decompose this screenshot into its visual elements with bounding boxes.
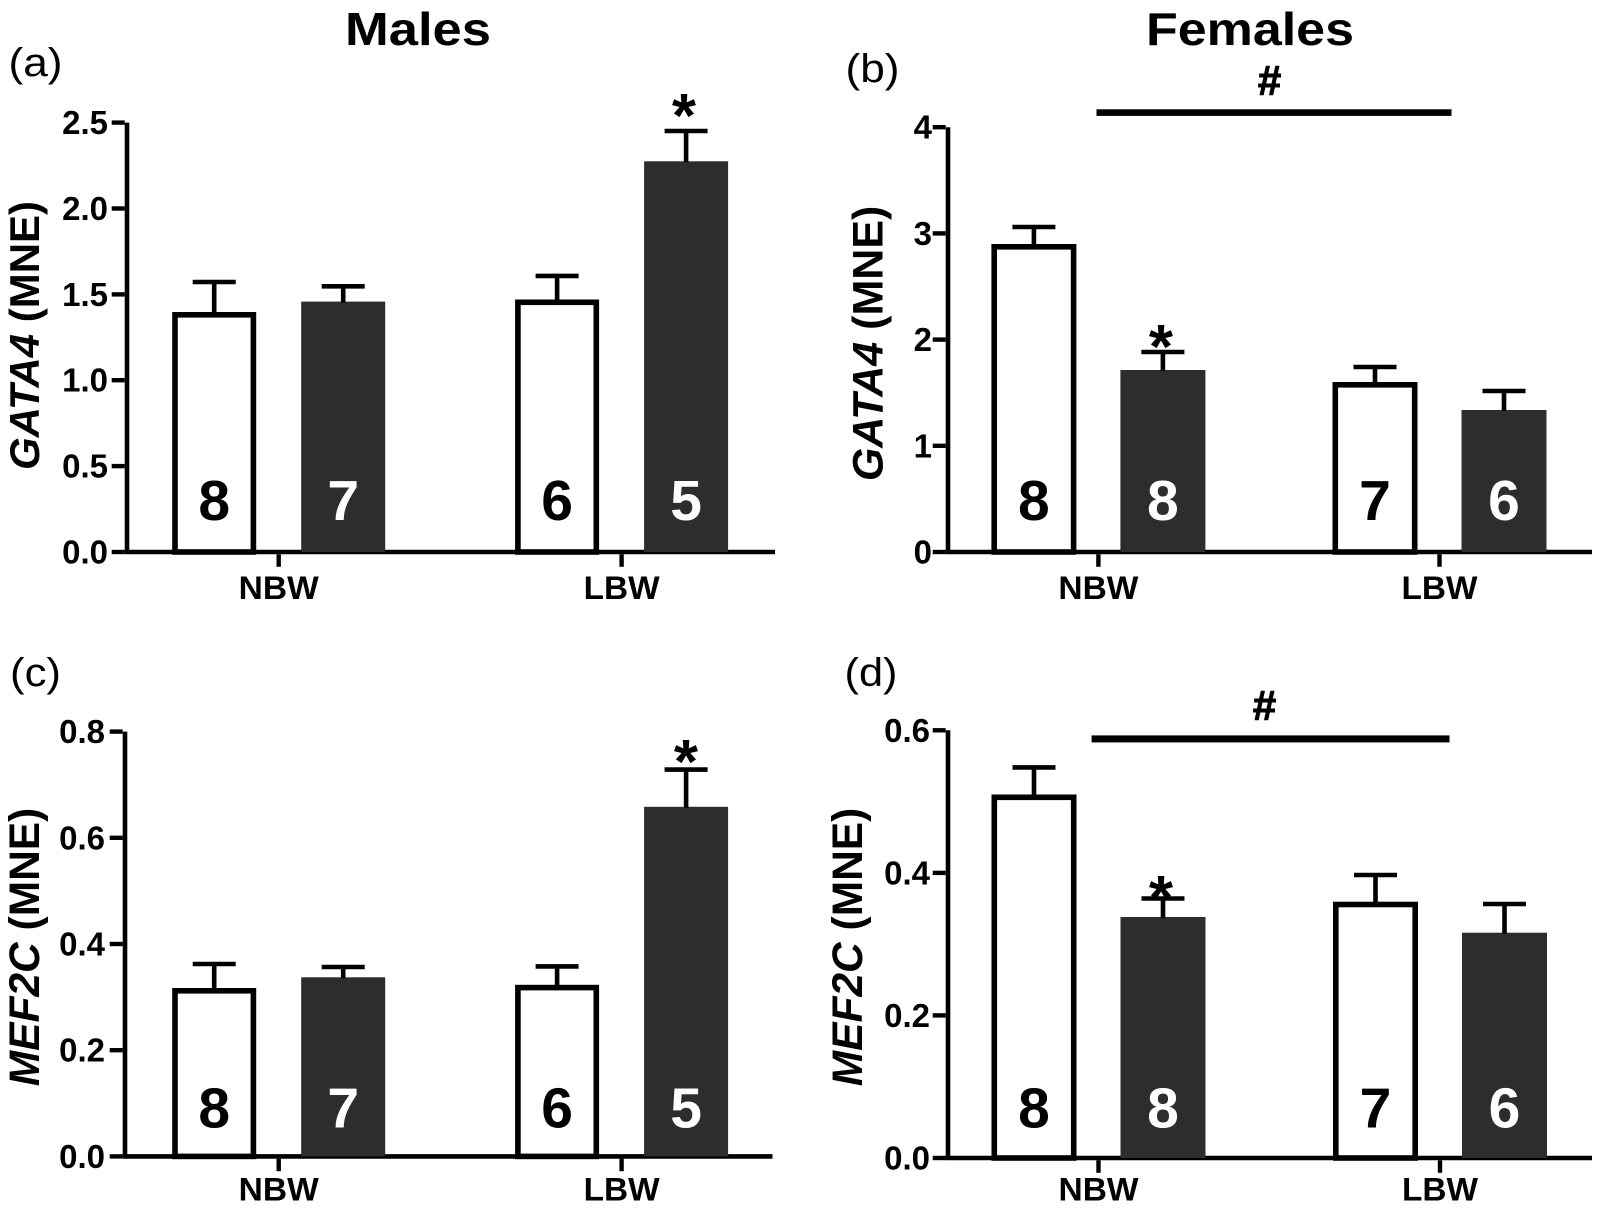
svg-text:0.2: 0.2	[884, 997, 930, 1034]
svg-text:3: 3	[914, 215, 932, 252]
svg-text:1.0: 1.0	[62, 362, 108, 399]
svg-text:7: 7	[327, 469, 359, 533]
svg-text:NBW: NBW	[239, 570, 320, 606]
svg-text:8: 8	[1147, 1077, 1179, 1141]
svg-text:#: #	[1253, 682, 1276, 729]
svg-text:0.0: 0.0	[59, 1138, 105, 1175]
svg-text:2.5: 2.5	[62, 104, 108, 141]
svg-text:0.4: 0.4	[59, 926, 106, 963]
svg-text:GATA4 (MNE): GATA4 (MNE)	[845, 206, 893, 482]
svg-text:(a): (a)	[9, 41, 63, 85]
svg-text:2: 2	[914, 321, 932, 358]
svg-text:(c): (c)	[10, 651, 61, 695]
svg-text:NBW: NBW	[239, 1172, 320, 1208]
svg-text:8: 8	[1018, 469, 1050, 533]
svg-text:8: 8	[1018, 1077, 1050, 1141]
svg-text:0.6: 0.6	[884, 712, 930, 749]
svg-text:*: *	[674, 728, 699, 797]
svg-text:0.4: 0.4	[884, 854, 931, 891]
svg-text:1.5: 1.5	[62, 276, 108, 313]
svg-text:(d): (d)	[845, 651, 898, 695]
svg-text:0.5: 0.5	[62, 448, 108, 485]
svg-text:2.0: 2.0	[62, 190, 108, 227]
svg-text:8: 8	[1147, 469, 1179, 533]
svg-text:LBW: LBW	[1402, 1172, 1479, 1208]
svg-text:LBW: LBW	[1402, 570, 1479, 606]
svg-text:7: 7	[1360, 1077, 1392, 1141]
svg-text:1: 1	[914, 427, 932, 464]
svg-text:GATA4 (MNE): GATA4 (MNE)	[1, 201, 48, 470]
svg-text:0.0: 0.0	[884, 1140, 930, 1177]
svg-text:NBW: NBW	[1058, 570, 1139, 606]
svg-text:0: 0	[914, 534, 932, 571]
svg-text:0.6: 0.6	[59, 819, 105, 856]
svg-text:6: 6	[541, 1077, 573, 1141]
svg-text:4: 4	[914, 109, 933, 146]
svg-text:*: *	[672, 82, 697, 151]
svg-text:*: *	[1149, 313, 1174, 382]
svg-text:LBW: LBW	[584, 570, 661, 606]
svg-text:8: 8	[198, 1077, 230, 1141]
svg-text:MEF2C (MNE): MEF2C (MNE)	[2, 808, 49, 1087]
svg-text:5: 5	[670, 1077, 702, 1141]
svg-text:#: #	[1258, 57, 1281, 104]
svg-text:7: 7	[1359, 469, 1391, 533]
svg-text:6: 6	[1488, 469, 1520, 533]
svg-text:5: 5	[670, 469, 702, 533]
svg-text:0.2: 0.2	[59, 1032, 105, 1069]
svg-text:8: 8	[198, 469, 230, 533]
svg-text:*: *	[1149, 864, 1174, 933]
svg-text:Females: Females	[1146, 3, 1354, 55]
svg-text:(b): (b)	[846, 47, 900, 91]
svg-text:6: 6	[541, 469, 573, 533]
svg-text:NBW: NBW	[1059, 1172, 1140, 1208]
svg-text:Males: Males	[345, 3, 491, 55]
svg-text:0.0: 0.0	[62, 534, 108, 571]
svg-text:LBW: LBW	[584, 1172, 661, 1208]
svg-text:6: 6	[1489, 1077, 1521, 1141]
svg-text:MEF2C (MNE): MEF2C (MNE)	[825, 808, 872, 1087]
svg-text:7: 7	[327, 1077, 359, 1141]
svg-text:0.8: 0.8	[59, 713, 105, 750]
